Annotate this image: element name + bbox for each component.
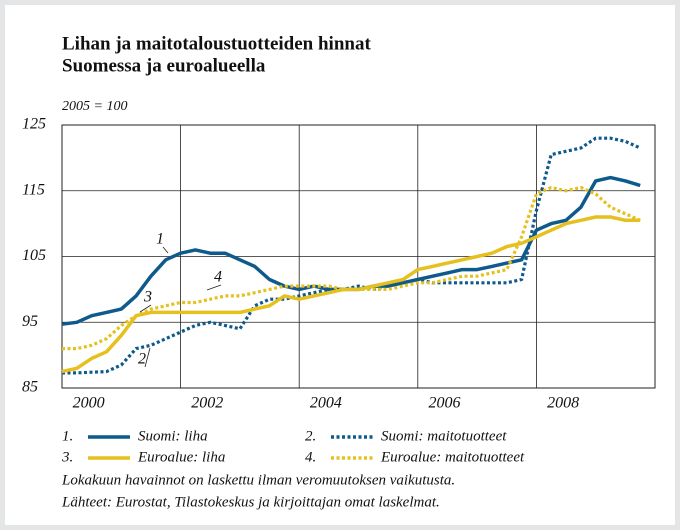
data-line	[62, 136, 641, 375]
legend-number: 1.	[62, 428, 73, 444]
note: Lokakuun havainnot on laskettu ilman ver…	[61, 472, 455, 488]
legend-number: 4.	[305, 449, 316, 465]
x-tick-label: 2002	[191, 395, 223, 412]
y-tick-label: 125	[22, 116, 46, 133]
x-tick-label: 2004	[310, 395, 342, 412]
legend-label: Suomi: liha	[138, 428, 208, 444]
legend-number: 2.	[305, 428, 316, 444]
x-tick-label: 2008	[547, 395, 579, 412]
leader-line	[139, 304, 152, 313]
legend-label: Suomi: maitotuotteet	[381, 428, 507, 444]
leader-line	[162, 246, 169, 254]
legend-number: 3.	[61, 449, 73, 465]
legend-label: Euroalue: liha	[137, 449, 225, 465]
source: Lähteet: Eurostat, Tilastokeskus ja kirj…	[61, 494, 440, 510]
annotation: 2	[138, 351, 146, 368]
annotation: 4	[214, 269, 222, 286]
leader-line	[206, 284, 222, 291]
x-tick-label: 2000	[73, 395, 105, 412]
chart-title: Lihan ja maitotaloustuotteiden hinnat	[62, 33, 371, 54]
y-tick-label: 115	[22, 181, 45, 198]
chart-title: Suomessa ja euroalueella	[62, 55, 266, 76]
x-tick-label: 2006	[428, 395, 460, 412]
plot-border	[61, 124, 656, 389]
y-unit: 2005 = 100	[62, 99, 127, 114]
y-tick-label: 95	[22, 313, 38, 330]
y-tick-label: 105	[22, 247, 46, 264]
annotation: 3	[143, 289, 152, 306]
leader-line	[144, 347, 151, 368]
legend-label: Euroalue: maitotuotteet	[380, 449, 525, 465]
annotation: 1	[156, 231, 164, 248]
y-tick-label: 85	[22, 379, 38, 396]
data-line	[62, 185, 641, 351]
